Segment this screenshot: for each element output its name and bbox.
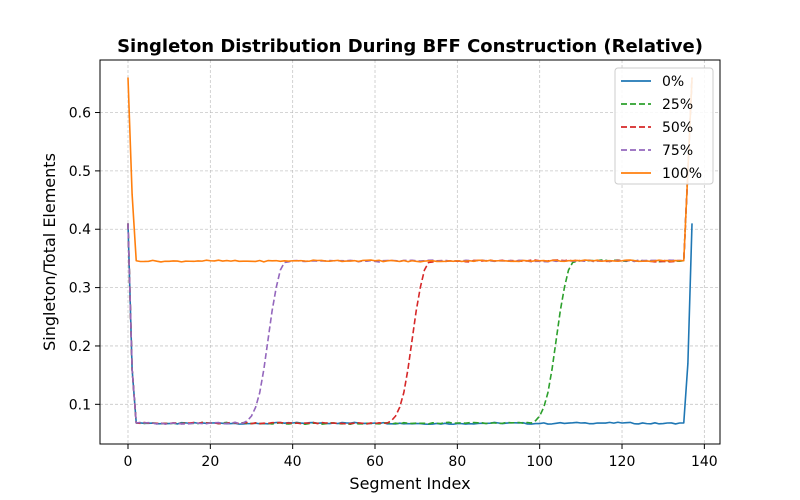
y-tick-label: 0.2	[69, 339, 91, 355]
x-axis: 0 20 40 60 80 100 120 140	[124, 444, 718, 470]
legend: 0% 25% 50% 75% 100%	[614, 67, 714, 185]
series-line	[127, 223, 693, 426]
y-axis-label: Singleton/Total Elements	[40, 153, 59, 351]
legend-label: 100%	[662, 166, 702, 182]
chart-title: Singleton Distribution During BFF Constr…	[117, 36, 703, 57]
y-tick-label: 0.6	[69, 106, 91, 122]
series-line	[127, 77, 693, 425]
x-tick-label: 60	[366, 454, 384, 470]
x-tick-label: 0	[124, 454, 133, 470]
legend-label: 75%	[662, 143, 693, 159]
x-tick-label: 20	[201, 454, 219, 470]
y-tick-label: 0.5	[69, 164, 91, 180]
legend-label: 25%	[662, 97, 693, 113]
series-line	[127, 77, 693, 425]
series-line	[127, 77, 693, 263]
series-layer	[127, 77, 693, 426]
x-tick-label: 120	[609, 454, 636, 470]
x-tick-label: 40	[284, 454, 302, 470]
y-tick-label: 0.1	[69, 397, 91, 413]
series-line	[127, 77, 693, 425]
y-tick-label: 0.3	[69, 281, 91, 297]
legend-label: 50%	[662, 120, 693, 136]
legend-label: 0%	[662, 74, 684, 90]
x-tick-label: 140	[691, 454, 718, 470]
y-axis: 0.1 0.2 0.3 0.4 0.5 0.6	[69, 106, 100, 413]
plot-frame	[99, 59, 721, 445]
x-axis-label: Segment Index	[349, 474, 470, 493]
legend-box	[614, 67, 714, 185]
x-tick-label: 80	[448, 454, 466, 470]
x-tick-label: 100	[526, 454, 553, 470]
y-tick-label: 0.4	[69, 222, 91, 238]
